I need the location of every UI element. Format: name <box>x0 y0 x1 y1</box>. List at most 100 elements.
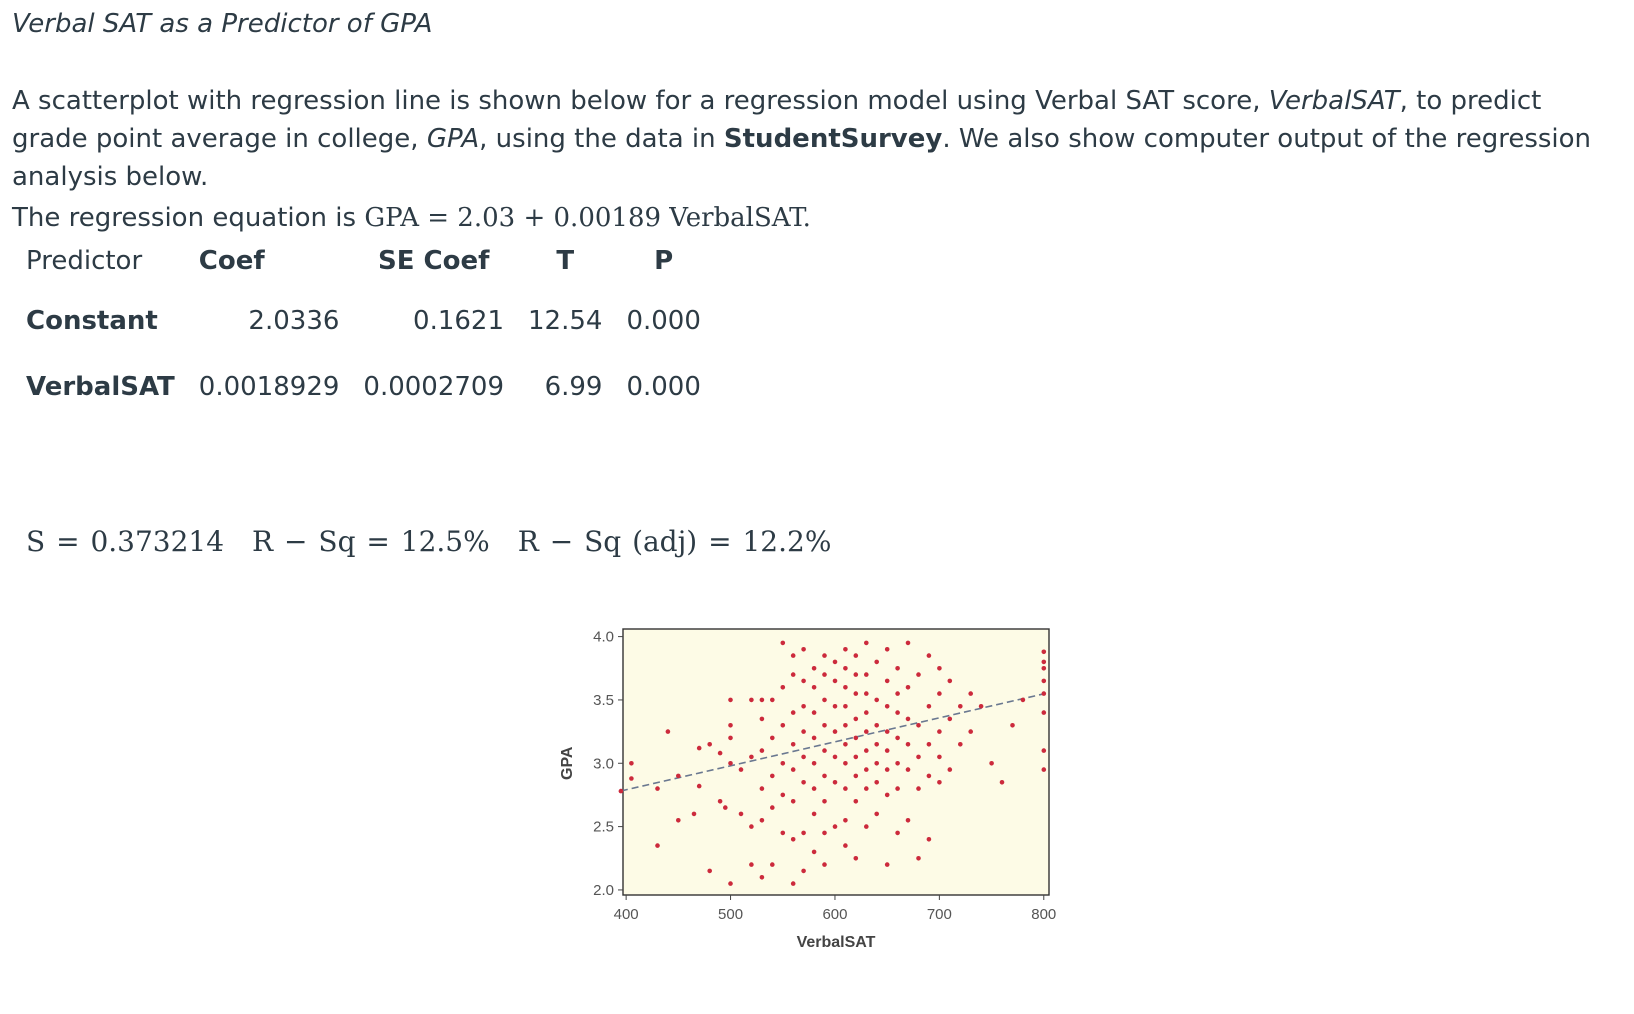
data-point <box>853 691 859 696</box>
data-point <box>843 647 848 652</box>
data-point <box>843 666 848 671</box>
data-point <box>655 786 660 791</box>
data-point <box>822 830 827 836</box>
data-point <box>780 685 786 690</box>
data-point <box>864 691 869 696</box>
row-p: 0.000 <box>626 372 701 402</box>
data-point <box>1041 691 1047 696</box>
data-point <box>801 754 806 760</box>
data-point <box>895 786 900 791</box>
data-point <box>759 748 765 753</box>
data-point <box>1041 767 1047 772</box>
data-point <box>629 776 634 781</box>
data-point <box>884 862 890 867</box>
row-t: 12.54 <box>528 306 603 336</box>
data-point <box>937 666 942 671</box>
data-point <box>801 704 806 709</box>
data-point <box>707 868 712 874</box>
data-point <box>884 678 890 684</box>
data-point <box>853 799 859 804</box>
equation-prefix: The regression equation is <box>12 203 365 233</box>
data-point <box>770 735 775 741</box>
data-point <box>759 697 765 703</box>
x-tick-label: 600 <box>822 906 847 923</box>
data-point <box>811 735 817 741</box>
data-point <box>895 691 900 696</box>
intro-text-2: , to predict grade point average in coll… <box>12 86 1542 154</box>
data-point <box>958 704 963 709</box>
data-point <box>937 691 942 696</box>
data-point <box>895 666 900 671</box>
data-point <box>832 678 838 684</box>
data-point <box>1041 659 1047 665</box>
intro-var-y: GPA <box>426 124 480 154</box>
data-point <box>728 761 733 766</box>
data-point <box>780 761 786 766</box>
data-point <box>978 704 984 709</box>
data-point <box>832 824 838 829</box>
data-point <box>1041 649 1047 655</box>
data-point <box>801 647 806 652</box>
data-point <box>947 716 953 722</box>
data-point <box>832 704 838 709</box>
data-point <box>832 659 838 665</box>
data-point <box>676 773 681 779</box>
data-point <box>738 767 744 772</box>
data-point <box>843 761 848 766</box>
data-point <box>629 761 634 766</box>
data-point <box>822 672 827 677</box>
data-point <box>728 735 733 741</box>
data-point <box>853 716 859 722</box>
data-point <box>895 761 900 766</box>
data-point <box>832 780 838 785</box>
y-tick-label: 3.0 <box>593 755 614 772</box>
x-tick-label: 700 <box>927 906 952 923</box>
data-point <box>843 704 848 709</box>
data-point <box>864 729 869 734</box>
data-point <box>916 723 921 728</box>
data-point <box>1020 697 1026 703</box>
data-point <box>790 881 796 886</box>
data-point <box>853 672 859 677</box>
data-point <box>822 773 827 779</box>
data-point <box>937 780 942 785</box>
data-point <box>822 862 827 867</box>
summary-s: S = 0.373214 <box>26 525 225 558</box>
page-title: Verbal SAT as a Predictor of GPA <box>12 9 433 39</box>
data-point <box>822 748 827 753</box>
data-point <box>717 750 723 756</box>
row-coef: 0.0018929 <box>198 372 340 402</box>
data-point <box>822 799 827 804</box>
data-point <box>843 786 848 791</box>
data-point <box>853 735 859 741</box>
data-point <box>801 868 806 874</box>
data-point <box>655 843 660 848</box>
intro-dataset: StudentSurvey <box>723 124 943 154</box>
y-tick-label: 2.5 <box>593 819 614 836</box>
model-summary: S = 0.373214 R − Sq = 12.5% R − Sq (adj) =… <box>26 522 831 562</box>
header-t: T <box>556 246 575 276</box>
data-point <box>618 788 624 794</box>
data-point <box>790 799 796 804</box>
row-predictor: Constant <box>26 306 158 336</box>
data-point <box>916 672 921 677</box>
data-point <box>905 767 911 772</box>
data-point <box>947 678 953 684</box>
row-t: 6.99 <box>544 372 603 402</box>
header-se-coef: SE Coef <box>377 246 490 276</box>
data-point <box>790 653 796 658</box>
data-point <box>770 805 775 810</box>
intro-var-x: VerbalSAT <box>1268 86 1400 116</box>
data-point <box>728 723 733 728</box>
data-point <box>843 843 848 848</box>
data-point <box>874 742 879 747</box>
data-point <box>926 837 932 842</box>
data-point <box>749 824 754 829</box>
data-point <box>947 767 953 772</box>
table-row: Constant 2.0336 0.1621 12.54 0.000 <box>14 288 713 354</box>
data-point <box>822 653 827 658</box>
data-point <box>853 856 859 861</box>
y-axis-label: GPA <box>560 746 576 780</box>
data-point <box>989 761 994 766</box>
data-point <box>843 685 848 690</box>
